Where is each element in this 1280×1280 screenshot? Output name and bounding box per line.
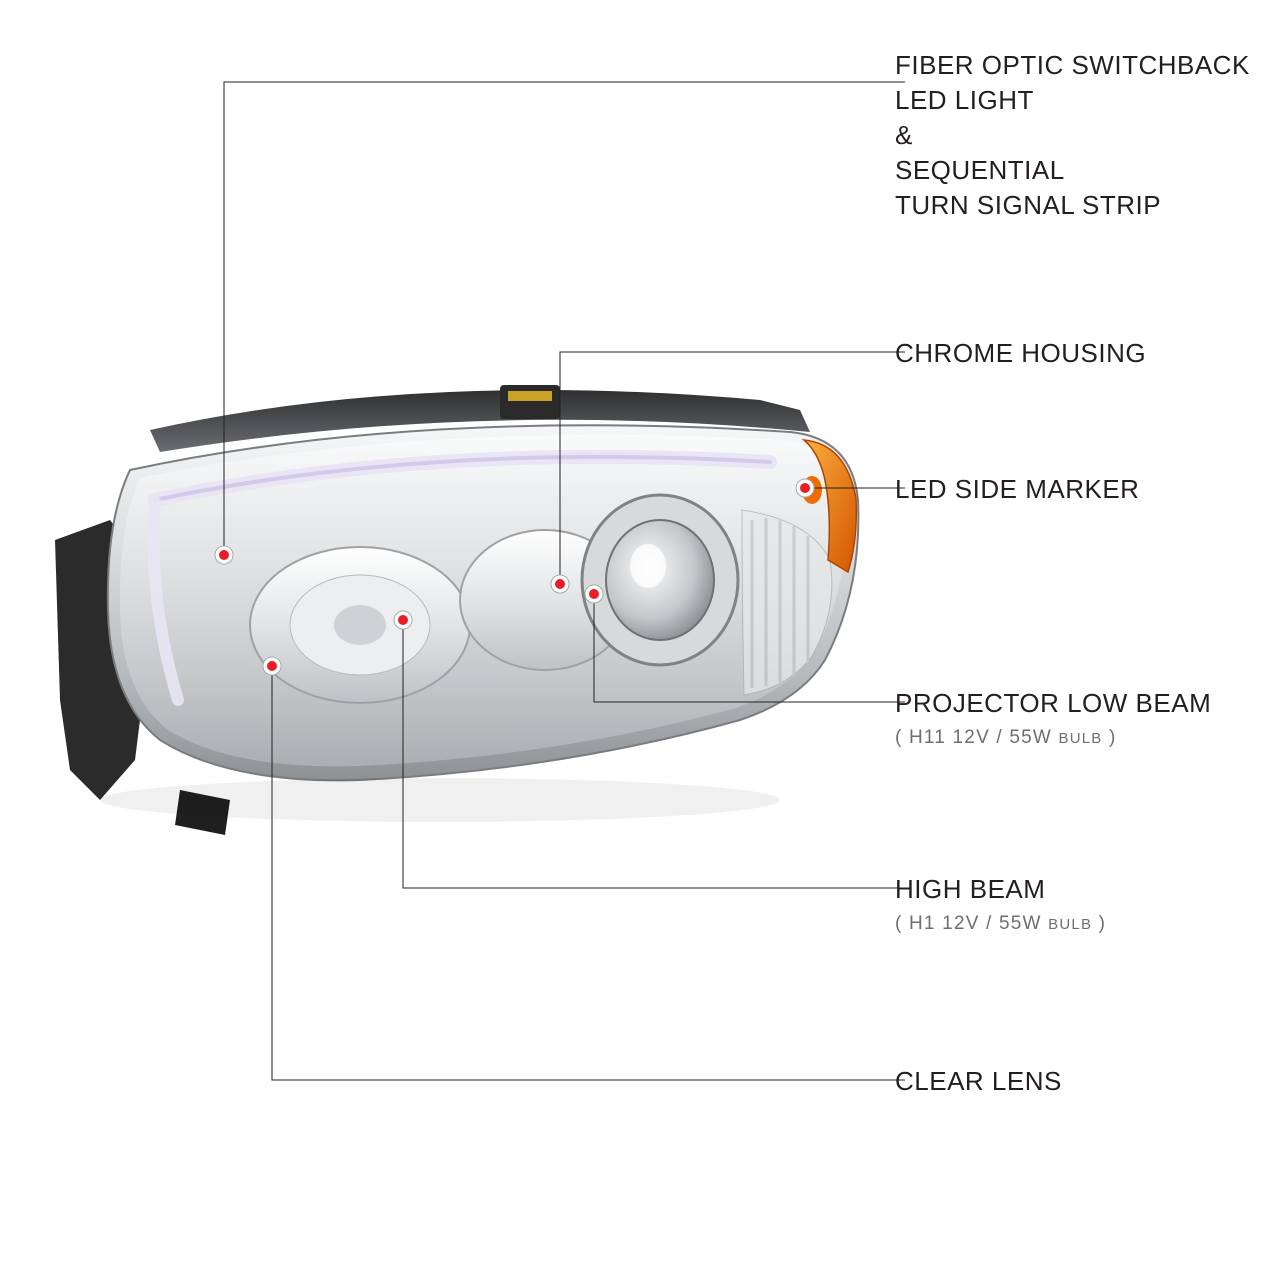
leader-high-beam [403,620,905,888]
label-high-beam: HIGH BEAM ( H1 12V / 55W BULB ) [895,872,1106,935]
label-title: FIBER OPTIC SWITCHBACK LED LIGHT & SEQUE… [895,48,1250,223]
label-sub: ( H11 12V / 55W BULB ) [895,727,1211,749]
marker-chrome-housing [551,575,569,593]
label-fiber-optic: FIBER OPTIC SWITCHBACK LED LIGHT & SEQUE… [895,48,1250,223]
marker-led-side-marker [796,479,814,497]
label-title: CLEAR LENS [895,1064,1062,1099]
marker-clear-lens [263,657,281,675]
leader-chrome-housing [560,352,905,584]
marker-projector-low-beam [585,585,603,603]
label-title: PROJECTOR LOW BEAM [895,686,1211,721]
label-title: LED SIDE MARKER [895,472,1139,507]
leader-projector-low-beam [594,594,905,702]
label-clear-lens: CLEAR LENS [895,1064,1062,1099]
marker-high-beam [394,611,412,629]
marker-fiber-optic [215,546,233,564]
diagram-stage: { "canvas": { "w": 1280, "h": 1280, "bac… [0,0,1280,1280]
label-projector-low-beam: PROJECTOR LOW BEAM ( H11 12V / 55W BULB ) [895,686,1211,749]
label-title: HIGH BEAM [895,872,1106,907]
leader-clear-lens [272,666,905,1080]
label-led-side-marker: LED SIDE MARKER [895,472,1139,507]
label-chrome-housing: CHROME HOUSING [895,336,1146,371]
label-sub: ( H1 12V / 55W BULB ) [895,913,1106,935]
label-title: CHROME HOUSING [895,336,1146,371]
